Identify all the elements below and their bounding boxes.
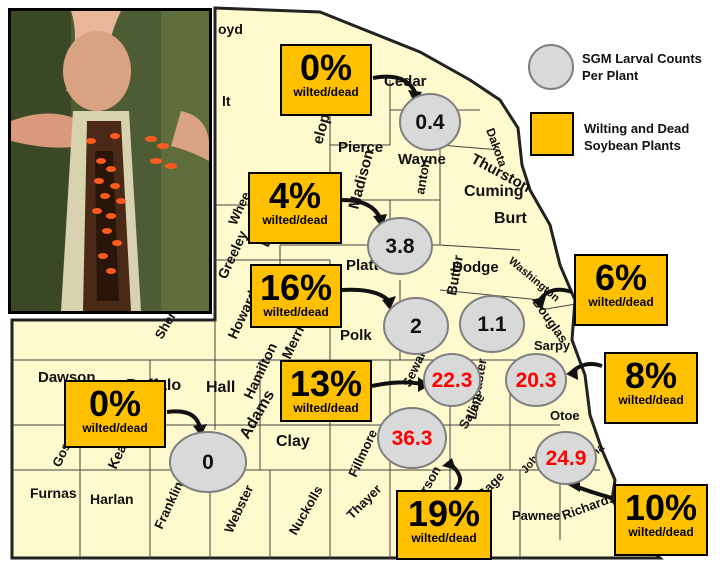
wilt-pct: 4% <box>268 175 322 216</box>
legend-count-line1: SGM Larval Counts <box>582 51 702 66</box>
legend-count-line2: Per Plant <box>582 68 639 83</box>
county-label: Sarpy <box>534 338 571 353</box>
oval-shape <box>169 431 247 493</box>
wilt-box-seward: 13% wilted/dead <box>280 360 372 422</box>
wilt-label: wilted/dead <box>263 305 329 319</box>
oval-shape <box>399 93 461 151</box>
wilt-pct: 6% <box>594 257 648 298</box>
larval-count-oval: 1.1 <box>459 295 525 353</box>
wilt-box-kearney: 0% wilted/dead <box>64 380 166 448</box>
larval-count-oval: 20.3 <box>505 353 567 407</box>
larval-count-value: 2 <box>410 315 422 338</box>
county-label: anton <box>412 158 433 196</box>
oval-shape <box>459 295 525 353</box>
larval-count-value: 3.8 <box>385 235 415 258</box>
arrow-kearney <box>166 409 202 429</box>
larvae-photo <box>8 8 212 314</box>
larval-count-value: 24.9 <box>546 447 587 470</box>
county-label: Dodge <box>452 259 499 276</box>
oval-shape <box>377 407 447 469</box>
wilt-pct: 19% <box>407 493 481 534</box>
county-label: Otoe <box>550 408 580 423</box>
wilt-box-madison: 4% wilted/dead <box>248 172 342 244</box>
wilt-box-platte: 16% wilted/dead <box>250 264 342 328</box>
arrow-cedar <box>372 74 417 94</box>
wilt-label: wilted/dead <box>588 295 654 309</box>
wilt-box-saline: 19% wilted/dead <box>396 490 492 560</box>
larval-count-value: 36.3 <box>392 427 433 450</box>
county-label: Wayne <box>398 151 446 168</box>
legend-wilt-line2: Soybean Plants <box>584 138 681 153</box>
legend-count-swatch <box>528 44 574 90</box>
stem-with-larvae-image <box>11 11 209 311</box>
wilt-pct: 0% <box>299 47 353 88</box>
county-label: lt <box>222 93 231 109</box>
arrow-madison <box>341 198 382 219</box>
wilt-pct: 16% <box>259 267 333 308</box>
arrowheads <box>193 90 580 492</box>
larval-count-value: 22.3 <box>432 369 473 392</box>
county-label: Polk <box>340 327 372 344</box>
county-label: Pawnee <box>512 508 560 523</box>
larval-count-value: 20.3 <box>516 369 557 392</box>
wilt-box-nemaha: 10% wilted/dead <box>614 484 708 556</box>
wilt-label: wilted/dead <box>411 531 477 545</box>
county-label: Furnas <box>30 485 77 501</box>
wilt-pct: 8% <box>624 355 678 396</box>
legend-count-label: SGM Larval Counts Per Plant <box>582 50 702 84</box>
larval-count-oval: 24.9 <box>535 431 597 485</box>
wilt-box-dodge: 6% wilted/dead <box>574 254 668 326</box>
wilt-label: wilted/dead <box>82 421 148 435</box>
larval-count-oval: 22.3 <box>423 353 481 407</box>
wilt-pct: 13% <box>289 363 363 404</box>
arrow-platte <box>341 287 390 302</box>
county-label: oyd <box>218 21 243 37</box>
oval-shape <box>383 297 449 355</box>
oval-shape <box>423 353 481 407</box>
larval-count-oval: 0.4 <box>399 93 461 151</box>
larval-count-value: 1.1 <box>477 313 507 336</box>
legend-wilt-line1: Wilting and Dead <box>584 121 690 136</box>
wilt-label: wilted/dead <box>293 401 359 415</box>
wilt-pct: 10% <box>624 487 698 528</box>
larval-count-value: 0.4 <box>415 111 445 134</box>
larval-count-oval: 36.3 <box>377 407 447 469</box>
county-label: Clay <box>276 433 310 450</box>
oval-shape <box>535 431 597 485</box>
wilt-box-cedar: 0% wilted/dead <box>280 44 372 116</box>
county-label: Hall <box>206 379 235 396</box>
larval-count-oval: 3.8 <box>367 217 433 275</box>
wilt-label: wilted/dead <box>262 213 328 227</box>
oval-shape <box>505 353 567 407</box>
larval-count-oval: 2 <box>383 297 449 355</box>
wilt-label: wilted/dead <box>618 393 684 407</box>
county-label: Burt <box>494 210 528 227</box>
legend-wilt-swatch <box>530 112 574 156</box>
wilt-label: wilted/dead <box>293 85 359 99</box>
county-label: Cuming <box>464 183 524 200</box>
oval-shape <box>367 217 433 275</box>
legend-wilt-label: Wilting and Dead Soybean Plants <box>584 120 689 154</box>
wilt-box-cass: 8% wilted/dead <box>604 352 698 424</box>
county-label: Harlan <box>90 491 134 507</box>
county-label: Pierce <box>338 139 383 156</box>
larval-count-value: 0 <box>202 451 214 474</box>
wilt-label: wilted/dead <box>628 525 694 539</box>
wilt-pct: 0% <box>88 383 142 424</box>
county-label: Butler <box>443 253 466 296</box>
larval-count-oval: 0 <box>169 431 247 493</box>
